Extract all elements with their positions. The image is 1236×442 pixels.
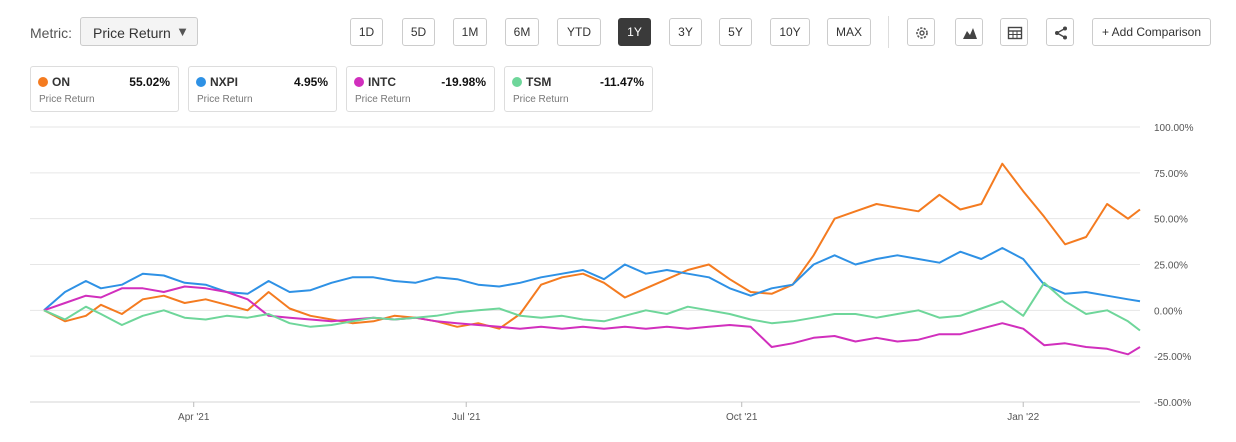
range-button-5y[interactable]: 5Y <box>719 18 752 46</box>
range-button-10y[interactable]: 10Y <box>770 18 810 46</box>
legend-color-dot <box>196 77 206 87</box>
range-button-6m[interactable]: 6M <box>505 18 539 46</box>
share-icon <box>1055 26 1067 40</box>
range-button-1m[interactable]: 1M <box>453 18 487 46</box>
metric-select-value: Price Return <box>93 25 171 41</box>
legend-value: 55.02% <box>129 75 170 89</box>
legend-subtitle: Price Return <box>355 94 411 105</box>
table-view-button[interactable] <box>1000 18 1028 46</box>
legend-value: 4.95% <box>293 75 328 89</box>
toolbar-divider <box>888 16 889 48</box>
legend-ticker: INTC <box>368 75 396 89</box>
series-line-on <box>43 162 1141 330</box>
legend-card-nxpi[interactable]: NXPI 4.95% Price Return <box>188 66 337 112</box>
metric-select[interactable]: Price Return ▼ <box>80 17 198 46</box>
share-button[interactable] <box>1046 18 1074 46</box>
range-button-1y[interactable]: 1Y <box>618 18 651 46</box>
metric-label: Metric: <box>30 25 72 41</box>
legend-subtitle: Price Return <box>197 94 253 105</box>
series-line-tsm <box>43 281 1141 332</box>
range-button-5d[interactable]: 5D <box>402 18 435 46</box>
chart-type-button[interactable] <box>955 18 983 46</box>
range-button-1d[interactable]: 1D <box>350 18 383 46</box>
legend-ticker: TSM <box>526 75 552 89</box>
range-button-3y[interactable]: 3Y <box>669 18 702 46</box>
y-tick-label: -50.00% <box>1154 398 1191 409</box>
y-tick-label: 75.00% <box>1154 169 1188 180</box>
x-tick-label: Jul '21 <box>452 412 481 423</box>
x-tick-label: Oct '21 <box>726 412 758 423</box>
legend-ticker: NXPI <box>210 75 239 89</box>
table-icon <box>1007 26 1023 40</box>
legend-subtitle: Price Return <box>39 94 95 105</box>
x-tick-label: Apr '21 <box>178 412 210 423</box>
series-line-intc <box>43 285 1141 356</box>
legend-card-tsm[interactable]: TSM -11.47% Price Return <box>504 66 653 112</box>
y-tick-label: 100.00% <box>1154 123 1194 134</box>
legend-ticker: ON <box>52 75 70 89</box>
gear-icon <box>916 27 928 39</box>
toolbar: Metric: Price Return ▼ 1D 5D 1M 6M YTD 1Y 3Y 5Y… <box>0 0 1236 64</box>
x-tick-label: Jan '22 <box>1007 412 1039 423</box>
legend-subtitle: Price Return <box>513 94 569 105</box>
legend-value: -11.47% <box>599 75 644 89</box>
range-button-ytd[interactable]: YTD <box>557 18 601 46</box>
legend-card-intc[interactable]: INTC -19.98% Price Return <box>346 66 495 112</box>
legend-value: -19.98% <box>441 75 486 89</box>
y-tick-label: 50.00% <box>1154 215 1188 226</box>
legend-card-on[interactable]: ON 55.02% Price Return <box>30 66 179 112</box>
settings-button[interactable] <box>907 18 935 46</box>
legend-color-dot <box>512 77 522 87</box>
mountain-chart-icon <box>963 28 977 39</box>
chevron-down-icon: ▼ <box>176 24 189 39</box>
y-tick-label: -25.00% <box>1154 352 1191 363</box>
y-tick-label: 0.00% <box>1154 306 1182 317</box>
y-tick-label: 25.00% <box>1154 261 1188 272</box>
legend-color-dot <box>354 77 364 87</box>
legend-color-dot <box>38 77 48 87</box>
range-button-max[interactable]: MAX <box>827 18 871 46</box>
add-comparison-button[interactable]: + Add Comparison <box>1092 18 1211 46</box>
